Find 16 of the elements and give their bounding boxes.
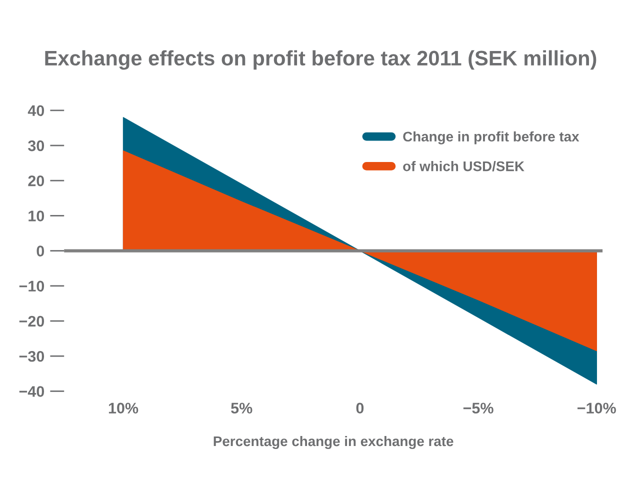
x-tick-label: −10%	[578, 402, 616, 414]
y-tick-label: 30	[28, 140, 44, 152]
chart-title: Exchange effects on profit before tax 2011 (SEK million)	[45, 50, 596, 70]
y-tick-label: −10	[19, 280, 44, 292]
y-tick-label: −30	[19, 350, 44, 362]
y-tick-label: 20	[28, 175, 44, 186]
y-tick-label: 0	[36, 246, 44, 256]
y-tick-label: −40	[19, 386, 44, 397]
x-tick-label: −5%	[463, 402, 494, 414]
x-tick-label: 5%	[231, 402, 252, 414]
x-tick-label: 0	[356, 402, 364, 414]
x-axis-title: Percentage change in exchange rate	[214, 436, 454, 450]
y-tick-label: −20	[19, 316, 44, 327]
y-tick-label: 10	[28, 210, 44, 222]
x-tick-label: 10%	[108, 402, 138, 414]
y-tick-label: 40	[28, 105, 44, 116]
